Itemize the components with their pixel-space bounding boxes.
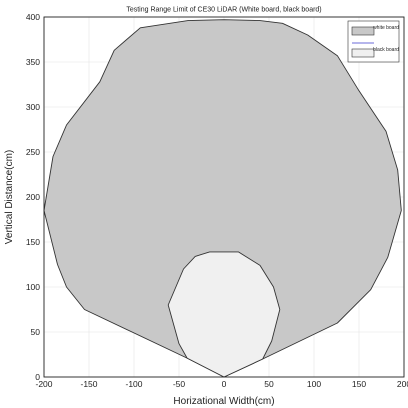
area-white-board xyxy=(43,19,402,378)
data-areas xyxy=(43,19,402,378)
plot-frame xyxy=(43,16,405,378)
legend-label-white-board: white board xyxy=(373,25,399,31)
x-tick-label: -100 xyxy=(125,379,142,389)
x-tick-label: 200 xyxy=(397,379,408,389)
x-tick-labels: -200 -150 -100 -50 0 50 100 150 200 xyxy=(35,379,408,389)
y-tick-label: 50 xyxy=(31,327,41,337)
y-tick-label: 100 xyxy=(26,282,40,292)
y-tick-label: 300 xyxy=(26,102,40,112)
y-tick-label: 150 xyxy=(26,237,40,247)
x-tick-label: -150 xyxy=(80,379,97,389)
y-tick-label: 0 xyxy=(35,372,40,382)
y-tick-label: 200 xyxy=(26,192,40,202)
y-tick-label: 400 xyxy=(26,12,40,22)
x-tick-label: 50 xyxy=(264,379,274,389)
chart-title: Testing Range Limit of CE30 LiDAR (White… xyxy=(126,7,321,14)
x-tick-label: 150 xyxy=(352,379,366,389)
legend-swatch-white-board xyxy=(351,26,375,36)
y-tick-label: 250 xyxy=(26,147,40,157)
legend: white board black board xyxy=(347,20,400,63)
x-tick-label: -50 xyxy=(173,379,186,389)
x-axis-label: Horizational Width(cm) xyxy=(173,396,274,407)
legend-swatch-black-board xyxy=(351,48,375,58)
y-axis-label: Vertical Distance(cm) xyxy=(4,150,15,244)
x-tick-label: 0 xyxy=(222,379,227,389)
legend-label-black-board: black board xyxy=(373,47,399,53)
y-tick-labels: 0 50 100 150 200 250 300 350 400 xyxy=(26,12,40,382)
x-tick-label: -200 xyxy=(35,379,52,389)
area-black-board xyxy=(167,251,281,378)
y-tick-label: 350 xyxy=(26,57,40,67)
x-tick-label: 100 xyxy=(307,379,321,389)
